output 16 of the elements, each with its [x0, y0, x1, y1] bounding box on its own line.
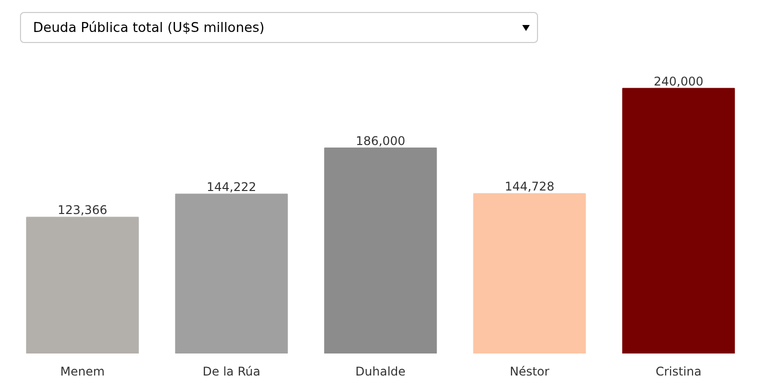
bar — [324, 148, 437, 354]
data-label: 186,000 — [356, 134, 406, 148]
x-tick-label: Menem — [60, 364, 105, 379]
data-label: 123,366 — [58, 203, 108, 218]
bar — [622, 88, 735, 354]
x-tick-label: Duhalde — [355, 364, 406, 379]
data-label: 144,222 — [206, 180, 256, 194]
data-label: 144,728 — [504, 180, 554, 194]
chart-title: Deuda Pública total (U$S millones) — [20, 12, 538, 44]
bar — [175, 194, 288, 354]
bar — [26, 216, 139, 354]
x-tick-label: Néstor — [510, 364, 550, 379]
bar — [473, 193, 586, 354]
x-tick-label: Cristina — [656, 364, 702, 379]
data-label: 240,000 — [654, 74, 704, 88]
x-tick-label: De la Rúa — [202, 364, 260, 379]
